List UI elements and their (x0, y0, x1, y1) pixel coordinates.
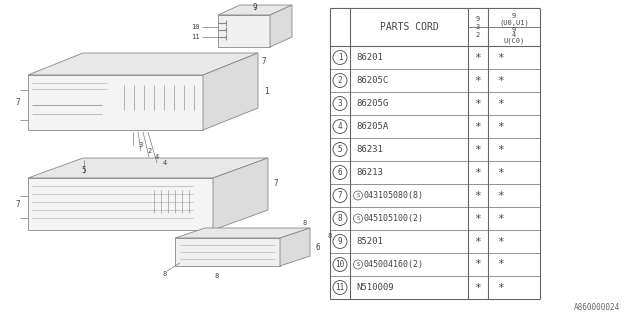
Text: N510009: N510009 (356, 283, 394, 292)
Text: 9: 9 (253, 3, 257, 12)
Text: 6: 6 (338, 168, 342, 177)
Polygon shape (175, 228, 310, 238)
Text: *: * (498, 122, 504, 132)
Text: *: * (475, 122, 481, 132)
Polygon shape (175, 238, 280, 266)
Text: 2: 2 (147, 148, 151, 154)
Text: (U0,U1): (U0,U1) (499, 19, 529, 26)
Polygon shape (203, 53, 258, 130)
Text: 8: 8 (163, 271, 167, 277)
Text: 045105100(2): 045105100(2) (364, 214, 424, 223)
Text: *: * (475, 76, 481, 85)
Text: U(C0): U(C0) (504, 37, 525, 44)
Polygon shape (28, 53, 258, 75)
Text: 9: 9 (338, 237, 342, 246)
Text: 9: 9 (512, 27, 516, 33)
Text: *: * (475, 52, 481, 62)
Text: 86201: 86201 (356, 53, 383, 62)
Text: *: * (475, 260, 481, 269)
Text: 7: 7 (16, 199, 20, 209)
Text: *: * (498, 52, 504, 62)
Text: 6: 6 (316, 243, 321, 252)
Text: 86213: 86213 (356, 168, 383, 177)
Text: 3: 3 (476, 24, 480, 30)
Text: 1: 1 (264, 87, 269, 96)
Text: 86205A: 86205A (356, 122, 388, 131)
Text: 4: 4 (338, 122, 342, 131)
Text: 86205G: 86205G (356, 99, 388, 108)
Text: 85201: 85201 (356, 237, 383, 246)
Polygon shape (28, 75, 203, 130)
Text: 2: 2 (476, 32, 480, 38)
Text: 1: 1 (338, 53, 342, 62)
Text: 11: 11 (335, 283, 344, 292)
Text: *: * (498, 145, 504, 155)
Text: *: * (498, 236, 504, 246)
Text: 7: 7 (274, 179, 278, 188)
Text: 8: 8 (328, 233, 332, 239)
Text: *: * (475, 283, 481, 292)
Text: 9: 9 (512, 13, 516, 20)
Text: 3: 3 (139, 142, 143, 148)
Text: 045004160(2): 045004160(2) (364, 260, 424, 269)
Text: 4: 4 (512, 32, 516, 38)
Text: 8: 8 (215, 273, 219, 279)
Polygon shape (280, 228, 310, 266)
Text: *: * (475, 167, 481, 178)
Text: 9: 9 (476, 16, 480, 22)
Polygon shape (270, 5, 292, 47)
Polygon shape (218, 5, 292, 15)
Text: 8: 8 (303, 220, 307, 226)
Text: 5: 5 (81, 165, 86, 174)
Text: *: * (475, 236, 481, 246)
Text: 10: 10 (335, 260, 344, 269)
Polygon shape (213, 158, 268, 230)
Text: 5: 5 (338, 145, 342, 154)
Text: 10: 10 (191, 24, 200, 30)
Text: 2: 2 (338, 76, 342, 85)
Text: 7: 7 (262, 57, 267, 66)
Text: 86231: 86231 (356, 145, 383, 154)
Text: *: * (475, 99, 481, 108)
Text: S: S (356, 262, 360, 267)
Text: *: * (498, 260, 504, 269)
Text: 4: 4 (163, 160, 167, 166)
Polygon shape (28, 178, 213, 230)
Polygon shape (218, 15, 270, 47)
Text: *: * (498, 213, 504, 223)
Polygon shape (28, 158, 268, 178)
Text: *: * (498, 283, 504, 292)
Text: PARTS CORD: PARTS CORD (380, 22, 438, 32)
Text: *: * (498, 190, 504, 201)
Text: 3: 3 (338, 99, 342, 108)
Text: 8: 8 (338, 214, 342, 223)
Text: S: S (356, 193, 360, 198)
Text: 11: 11 (191, 34, 200, 40)
Text: *: * (498, 167, 504, 178)
Text: *: * (475, 213, 481, 223)
Text: 4: 4 (155, 154, 159, 160)
Text: *: * (498, 99, 504, 108)
Text: *: * (475, 145, 481, 155)
Text: S: S (356, 216, 360, 221)
Text: A860000024: A860000024 (573, 303, 620, 312)
Text: 86205C: 86205C (356, 76, 388, 85)
Text: 7: 7 (338, 191, 342, 200)
Text: 7: 7 (16, 98, 20, 107)
Text: 043105080(8): 043105080(8) (364, 191, 424, 200)
Text: *: * (498, 76, 504, 85)
Text: *: * (475, 190, 481, 201)
